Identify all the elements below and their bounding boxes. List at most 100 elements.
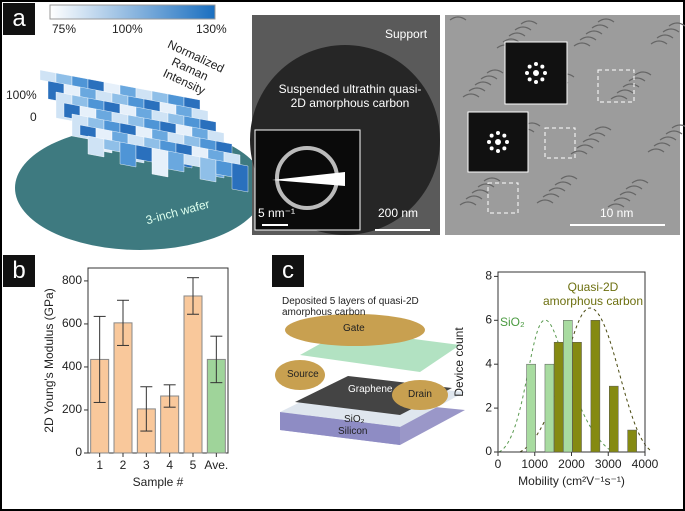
texture-stroke	[653, 142, 671, 147]
bar	[553, 341, 564, 453]
fft-spot	[527, 64, 532, 69]
fft-spot	[540, 64, 545, 69]
fft-spot	[505, 140, 509, 144]
texture-stroke	[465, 195, 483, 200]
fft-spot	[495, 139, 501, 145]
oxide-label: SiO₂	[344, 414, 365, 425]
fft-spot	[489, 133, 494, 138]
x-axis-label: Sample #	[133, 475, 184, 489]
source-label: Source	[287, 369, 319, 380]
gate-electrode	[285, 314, 425, 346]
scale-label: 10 nm	[600, 206, 634, 220]
fft-spot	[533, 70, 539, 76]
texture-stroke	[631, 179, 649, 184]
colorbar	[49, 4, 216, 20]
x-axis-label: Mobility (cm²V⁻¹s⁻¹)	[518, 474, 625, 488]
fft-spot	[525, 71, 529, 76]
panel-label: a	[3, 3, 35, 35]
silicon-label: Silicon	[338, 426, 368, 437]
texture-stroke	[560, 175, 578, 180]
raman-block	[151, 147, 169, 178]
texture-stroke	[570, 150, 588, 155]
texture-stroke	[588, 132, 606, 137]
texture-stroke	[514, 26, 532, 31]
texture-stroke	[585, 30, 603, 35]
y-tick-label: 4	[485, 356, 492, 370]
y-tick-label: 8	[485, 269, 492, 283]
texture-stroke	[471, 189, 489, 194]
texture-stroke	[671, 124, 685, 129]
texture-stroke	[634, 71, 652, 76]
fft-spot	[543, 71, 547, 75]
texture-stroke	[449, 16, 467, 21]
x-tick-label: 0	[495, 457, 502, 471]
x-tick-label: 1	[96, 458, 103, 472]
fft-spot	[502, 133, 507, 138]
fft-spot	[489, 146, 494, 151]
texture-stroke	[668, 22, 685, 27]
hrtem-texture	[449, 16, 685, 208]
x-tick-label: 3	[143, 458, 150, 472]
texture-stroke	[610, 95, 628, 100]
texture-stroke	[483, 177, 501, 182]
texture-stroke	[477, 183, 495, 188]
roi	[597, 69, 635, 103]
texture-stroke	[613, 197, 631, 202]
bar	[627, 429, 637, 453]
texture-stroke	[579, 36, 597, 41]
texture-stroke	[647, 148, 665, 153]
fft-spot	[534, 80, 539, 84]
x-tick-label: 5	[190, 458, 197, 472]
plot-frame	[87, 267, 229, 454]
raman-map	[39, 69, 249, 193]
texture-stroke	[591, 24, 609, 29]
raman-block	[215, 159, 233, 178]
texture-stroke	[628, 77, 646, 82]
texture-stroke	[597, 18, 615, 23]
schematic-caption: Deposited 5 layers of quasi-2D amorphous…	[282, 296, 419, 318]
bar	[526, 363, 536, 453]
texture-stroke	[582, 138, 600, 143]
y-tick-label: 200	[62, 402, 82, 416]
x-tick-label: 4000	[632, 457, 659, 471]
beam-stop	[272, 172, 345, 186]
support-label: Support	[385, 27, 428, 41]
legend-entry: Quasi-2D amorphous carbon	[542, 280, 644, 308]
fft-spot	[527, 77, 532, 82]
texture-stroke	[619, 191, 637, 196]
film-label: Suspended ultrathin quasi-2D amorphous c…	[278, 82, 422, 110]
x-tick-label: 1000	[521, 457, 548, 471]
raman-block	[167, 150, 185, 173]
y-tick-label: 2	[485, 400, 492, 414]
texture-stroke	[554, 181, 572, 186]
drain-label: Drain	[408, 389, 432, 400]
substrate-side	[280, 412, 400, 445]
drain-electrode	[392, 380, 448, 410]
texture-stroke	[542, 193, 560, 198]
x-tick-label: 2000	[558, 457, 585, 471]
source-electrode	[275, 360, 325, 390]
roi	[544, 127, 576, 159]
fft-spot	[487, 140, 491, 145]
texture-stroke	[662, 28, 680, 33]
raman-block	[119, 141, 137, 168]
texture-stroke	[462, 93, 480, 98]
bar	[572, 341, 582, 453]
roi	[487, 182, 519, 214]
legend-entry: SiO₂	[500, 315, 525, 329]
texture-stroke	[622, 83, 640, 88]
panel-label: b	[3, 255, 35, 287]
gate-label: Gate	[343, 323, 365, 334]
texture-stroke	[480, 75, 498, 80]
z-tick: 100%	[6, 88, 37, 102]
z-tick: 0	[30, 110, 37, 124]
fft-spot	[502, 146, 507, 151]
y-tick-label: 600	[62, 316, 82, 330]
texture-stroke	[625, 185, 643, 190]
texture-stroke	[474, 81, 492, 86]
bar	[563, 320, 573, 453]
texture-stroke	[576, 144, 594, 149]
